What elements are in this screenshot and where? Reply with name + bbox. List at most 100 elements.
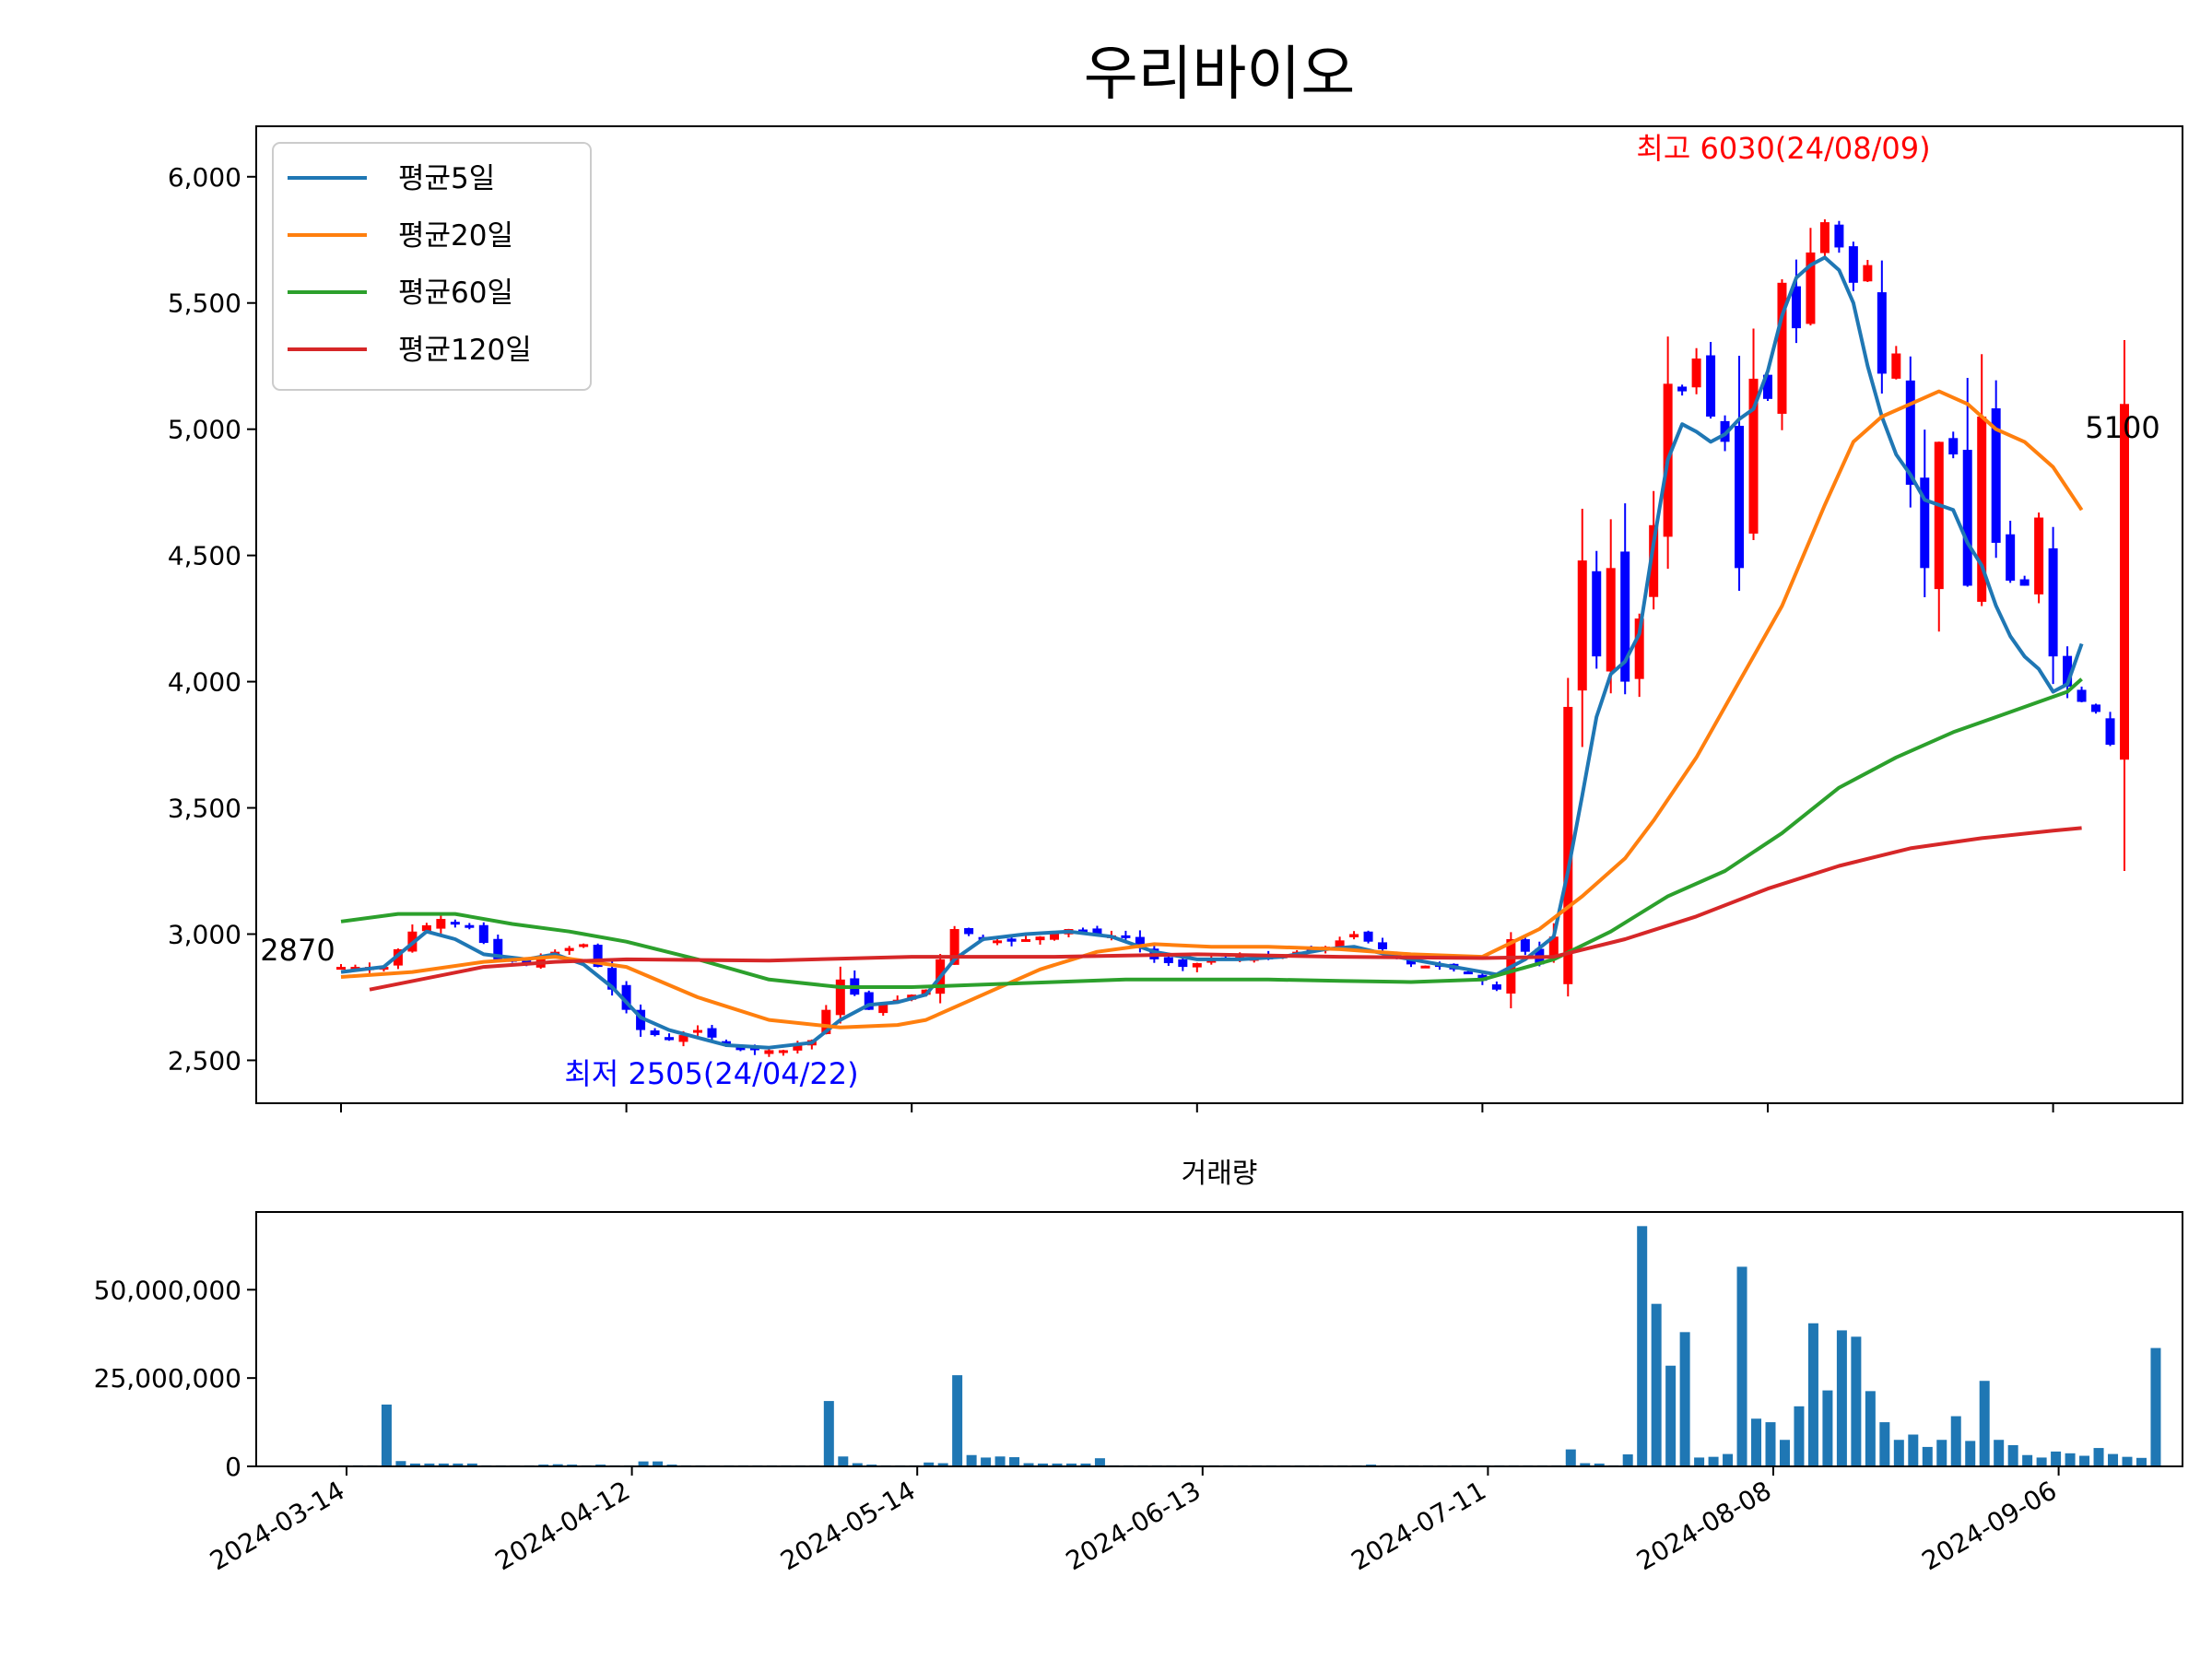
candle-body: [1192, 962, 1202, 968]
candle-body: [1548, 936, 1559, 959]
x-tick-label: 2024-07-11: [1346, 1475, 1490, 1576]
candle-body: [764, 1050, 774, 1054]
candle-body: [1121, 935, 1131, 938]
candle-body: [721, 1041, 731, 1046]
candle-body: [964, 927, 974, 935]
volume-bar: [1094, 1458, 1105, 1466]
volume-bar: [2065, 1453, 2076, 1466]
candle-body: [1021, 938, 1031, 942]
candle-body: [1577, 560, 1587, 691]
volume-bar: [552, 1464, 563, 1466]
candle: [1920, 429, 1930, 597]
volume-bar: [1708, 1456, 1719, 1466]
candle: [1891, 346, 1901, 380]
volume-bar: [994, 1456, 1006, 1466]
price-y-tick-label: 2,500: [168, 1045, 241, 1076]
candle: [2019, 575, 2030, 586]
candle-body: [1834, 224, 1844, 248]
candle-body: [1777, 282, 1787, 414]
volume-bar: [1622, 1453, 1633, 1466]
candle-body: [1920, 477, 1930, 569]
volume-bar: [1751, 1418, 1762, 1466]
candle: [1735, 356, 1745, 591]
volume-bar: [638, 1461, 649, 1466]
candle-body: [993, 940, 1003, 944]
candle: [1677, 384, 1688, 396]
candle-body: [1620, 551, 1630, 682]
candle-body: [1406, 959, 1416, 965]
volume-bars: [338, 1226, 2161, 1466]
price-y-tick-label: 5,500: [168, 288, 241, 319]
volume-bar: [1965, 1441, 1976, 1466]
volume-bar: [1065, 1463, 1077, 1466]
candle-body: [1720, 420, 1730, 442]
candle-body: [436, 919, 446, 929]
volume-bar: [1879, 1422, 1890, 1466]
candle: [1563, 677, 1573, 997]
candle-body: [1592, 571, 1602, 657]
legend-box: [272, 142, 592, 391]
candle: [1035, 935, 1045, 945]
candle-body: [821, 1009, 831, 1035]
volume-bar: [381, 1404, 392, 1466]
ma-line-4: [369, 826, 2082, 992]
volume-bar: [1822, 1390, 1833, 1466]
candle-body: [1948, 438, 1959, 455]
candle-body: [1649, 524, 1659, 597]
candle-body: [2019, 579, 2030, 586]
candle-body: [2120, 404, 2129, 760]
price-panel: 2,500 3,000 3,500 4,000 4,500 5,000 5,500 6,000…: [168, 125, 2183, 1112]
volume-bar: [2051, 1451, 2062, 1466]
candle-body: [793, 1045, 803, 1051]
candle-body: [1735, 425, 1745, 569]
candle-body: [1606, 568, 1616, 672]
candle: [1021, 935, 1031, 942]
volume-bar: [1908, 1434, 1919, 1466]
candle: [1706, 341, 1716, 419]
candle-body: [1791, 286, 1801, 329]
volume-bar: [1651, 1303, 1662, 1466]
candle-body: [1806, 252, 1816, 324]
candle-body: [579, 944, 589, 947]
volume-bar: [1052, 1463, 1063, 1466]
candle-body: [835, 979, 845, 1016]
price-annotations: 최고 6030(24/08/09) 최저 2505(24/04/22) 2870 51…: [260, 131, 2159, 1091]
price-y-tick-label: 4,500: [168, 541, 241, 571]
candle-body: [1092, 928, 1102, 935]
candle-body: [1035, 936, 1045, 941]
candle: [1606, 519, 1616, 694]
volume-bar: [1936, 1440, 1947, 1466]
x-tick-label: 2024-06-13: [1061, 1475, 1206, 1576]
price-y-tick-label: 4,000: [168, 667, 241, 698]
volume-bar: [1594, 1463, 1605, 1466]
candle-body: [1378, 942, 1388, 949]
candle-body: [478, 924, 488, 944]
candle-body: [2034, 517, 2044, 594]
candle-body: [2048, 547, 2058, 657]
volume-bar: [1865, 1391, 1876, 1466]
candle-body: [1706, 355, 1716, 417]
volume-bar: [395, 1461, 406, 1466]
x-tick-label: 2024-09-06: [1917, 1475, 2062, 1576]
candle-body: [1877, 292, 1887, 374]
candle-body: [1491, 984, 1501, 990]
candle-body: [1634, 618, 1644, 679]
legend-label: 평균20일: [398, 219, 513, 253]
candle: [2077, 686, 2087, 703]
moving-average-lines: [340, 255, 2084, 1050]
candle-body: [864, 992, 874, 1010]
volume-bar: [966, 1454, 977, 1466]
candle: [621, 981, 631, 1014]
candle: [1791, 259, 1801, 344]
candle-body: [1991, 408, 2001, 543]
x-tick-label: 2024-08-08: [1631, 1475, 1776, 1576]
volume-bar: [1779, 1440, 1790, 1466]
candle-body: [665, 1037, 675, 1041]
candle: [1777, 278, 1787, 430]
candle-body: [878, 1005, 888, 1014]
candle-body: [678, 1035, 688, 1042]
candle-body: [621, 984, 631, 1010]
volume-bar: [838, 1456, 849, 1466]
price-x-axis: [340, 1103, 2054, 1112]
